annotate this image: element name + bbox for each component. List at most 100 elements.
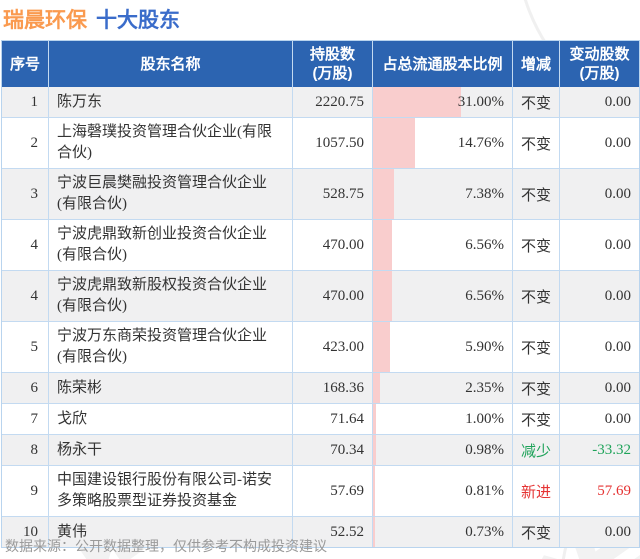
change-status-cell: 不变	[512, 271, 559, 321]
percent-bar	[373, 404, 376, 434]
percent-cell: 6.56%	[372, 220, 512, 270]
change-status-cell: 不变	[512, 404, 559, 434]
percent-cell: 6.56%	[372, 271, 512, 321]
percent-value: 31.00%	[457, 93, 504, 110]
shareholder-name-cell: 中国建设银行股份有限公司-诺安多策略股票型证券投资基金	[48, 466, 292, 516]
table-row: 2 上海磬璞投资管理合伙企业(有限合伙) 1057.50 14.76% 不变 0.00	[2, 117, 639, 168]
change-shares-cell: 0.00	[559, 169, 639, 219]
rank-cell: 4	[30, 236, 39, 253]
change-shares-cell: 0.00	[559, 404, 639, 434]
change-shares-cell: 0.00	[559, 322, 639, 372]
shares-held-cell: 470.00	[292, 220, 372, 270]
rank-cell: 4	[30, 287, 39, 304]
table-row: 8 杨永干 70.34 0.98% 减少 -33.32	[2, 434, 639, 465]
shares-held-cell: 423.00	[292, 322, 372, 372]
change-shares-cell: 57.69	[559, 466, 639, 516]
shareholder-name-cell: 黄伟	[48, 517, 292, 547]
change-status-cell: 不变	[512, 220, 559, 270]
rank-cell: 9	[30, 482, 39, 499]
shares-held-cell: 71.64	[292, 404, 372, 434]
rank-cell: 3	[30, 185, 39, 202]
column-header: 变动股数 (万股)	[559, 41, 639, 87]
percent-value: 6.56%	[465, 236, 504, 253]
change-shares-cell: 0.00	[559, 87, 639, 117]
change-shares-cell: -33.32	[559, 435, 639, 465]
percent-bar	[373, 118, 415, 168]
change-status-cell: 不变	[512, 517, 559, 547]
table-row: 10 黄伟 52.52 0.73% 不变 0.00	[2, 516, 639, 547]
change-status-cell: 不变	[512, 373, 559, 403]
shares-held-cell: 2220.75	[292, 87, 372, 117]
shareholder-name-cell: 戈欣	[48, 404, 292, 434]
percent-bar	[373, 271, 392, 321]
column-header: 序号	[9, 55, 40, 73]
percent-value: 14.76%	[457, 134, 504, 151]
percent-cell: 31.00%	[372, 87, 512, 117]
change-status-cell: 不变	[512, 322, 559, 372]
percent-value: 6.56%	[465, 287, 504, 304]
table-row: 4 宁波虎鼎致新创业投资合伙企业(有限合伙) 470.00 6.56% 不变 0.00	[2, 219, 639, 270]
column-header: 股东名称	[48, 41, 292, 87]
percent-bar	[373, 466, 376, 516]
shareholder-name-cell: 陈荣彬	[48, 373, 292, 403]
column-header: 增减	[512, 41, 559, 87]
table-row: 6 陈荣彬 168.36 2.35% 不变 0.00	[2, 372, 639, 403]
shareholder-name-cell: 宁波虎鼎致新股权投资合伙企业(有限合伙)	[48, 271, 292, 321]
change-shares-cell: 0.00	[559, 271, 639, 321]
company-name: 瑞晨环保	[3, 9, 87, 32]
rank-cell: 5	[30, 338, 39, 355]
change-shares-cell: 0.00	[559, 373, 639, 403]
table-header-row: 序号 股东名称 持股数 (万股) 占总流通股本比例 增减 变动股数 (万股)	[2, 41, 639, 87]
change-status-cell: 不变	[512, 87, 559, 117]
change-shares-cell: 0.00	[559, 118, 639, 168]
percent-value: 0.98%	[465, 441, 504, 458]
percent-cell: 5.90%	[372, 322, 512, 372]
shareholder-name-cell: 上海磬璞投资管理合伙企业(有限合伙)	[48, 118, 292, 168]
shareholder-name-cell: 杨永干	[48, 435, 292, 465]
percent-cell: 2.35%	[372, 373, 512, 403]
percent-cell: 0.73%	[372, 517, 512, 547]
percent-bar	[373, 87, 461, 117]
table-row: 7 戈欣 71.64 1.00% 不变 0.00	[2, 403, 639, 434]
data-source-note: 数据来源：公开数据整理，仅供参考不构成投资建议	[5, 538, 327, 554]
change-shares-cell: 0.00	[559, 517, 639, 547]
rank-cell: 10	[23, 523, 38, 540]
shares-held-cell: 70.34	[292, 435, 372, 465]
percent-value: 7.38%	[465, 185, 504, 202]
shareholder-name-cell: 宁波巨晨樊融投资管理合伙企业(有限合伙)	[48, 169, 292, 219]
shares-held-cell: 52.52	[292, 517, 372, 547]
percent-cell: 0.81%	[372, 466, 512, 516]
title-suffix: 十大股东	[96, 9, 180, 32]
change-status-cell: 减少	[512, 435, 559, 465]
shares-held-cell: 470.00	[292, 271, 372, 321]
rank-cell: 8	[30, 441, 39, 458]
percent-bar	[373, 220, 392, 270]
percent-bar	[373, 517, 376, 547]
shares-held-cell: 1057.50	[292, 118, 372, 168]
table-row: 4 宁波虎鼎致新股权投资合伙企业(有限合伙) 470.00 6.56% 不变 0.00	[2, 270, 639, 321]
shares-held-cell: 57.69	[292, 466, 372, 516]
percent-cell: 1.00%	[372, 404, 512, 434]
shares-held-cell: 528.75	[292, 169, 372, 219]
page-title: 瑞晨环保 十大股东	[3, 4, 180, 34]
change-status-cell: 不变	[512, 118, 559, 168]
rank-cell: 7	[30, 410, 39, 427]
percent-value: 5.90%	[465, 338, 504, 355]
percent-value: 0.73%	[465, 523, 504, 540]
percent-bar	[373, 435, 376, 465]
percent-bar	[373, 169, 394, 219]
shareholder-name-cell: 宁波虎鼎致新创业投资合伙企业(有限合伙)	[48, 220, 292, 270]
rank-cell: 1	[30, 93, 39, 110]
percent-value: 1.00%	[465, 410, 504, 427]
percent-value: 2.35%	[465, 379, 504, 396]
shareholders-table: 序号 股东名称 持股数 (万股) 占总流通股本比例 增减 变动股数 (万股) 1 陈万东 2220…	[1, 40, 640, 548]
percent-cell: 14.76%	[372, 118, 512, 168]
table-row: 5 宁波万东商荣投资管理合伙企业(有限合伙) 423.00 5.90% 不变 0.00	[2, 321, 639, 372]
table-row: 3 宁波巨晨樊融投资管理合伙企业(有限合伙) 528.75 7.38% 不变 0.00	[2, 168, 639, 219]
shareholder-name-cell: 宁波万东商荣投资管理合伙企业(有限合伙)	[48, 322, 292, 372]
percent-bar	[373, 322, 390, 372]
shares-held-cell: 168.36	[292, 373, 372, 403]
rank-cell: 6	[30, 379, 39, 396]
change-shares-cell: 0.00	[559, 220, 639, 270]
